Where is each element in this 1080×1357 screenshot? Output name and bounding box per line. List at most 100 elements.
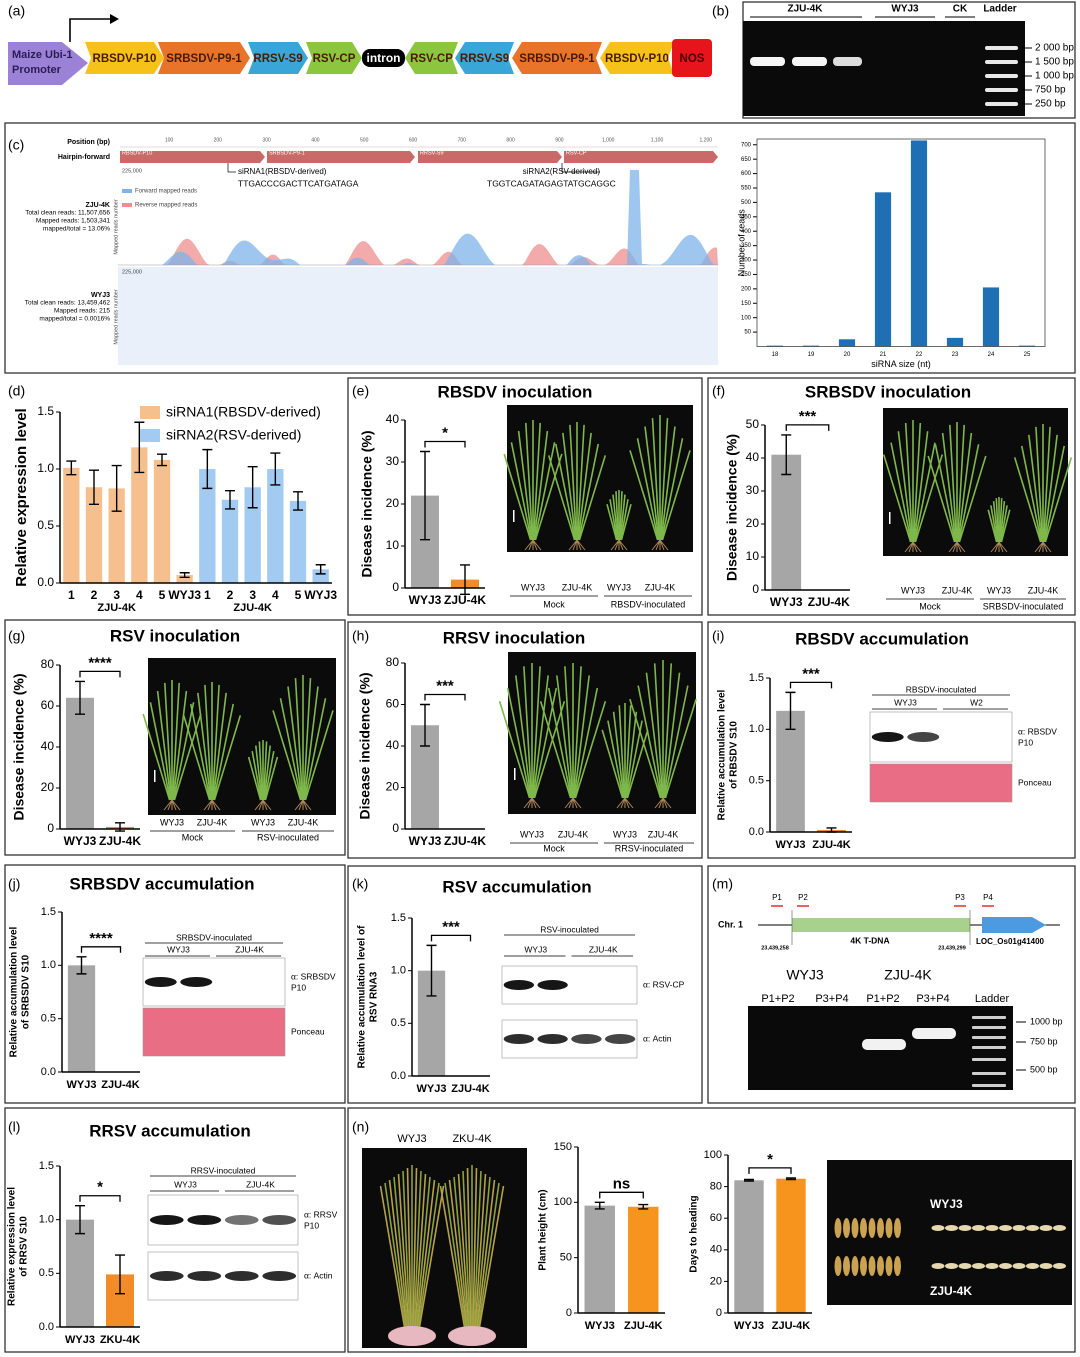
plant-leaf xyxy=(402,1170,411,1331)
plant-leaf xyxy=(523,666,533,799)
plant-root xyxy=(572,797,578,809)
plant-root xyxy=(171,799,181,811)
grain-label: WYJ3 xyxy=(930,1197,963,1211)
scale-bar xyxy=(154,770,156,782)
y-tick-label: 10 xyxy=(746,549,760,563)
plant-leaf xyxy=(303,686,319,801)
plant-leaf xyxy=(379,1185,406,1331)
sample-stat: Mapped reads: 215 xyxy=(54,308,110,315)
error-bar xyxy=(75,680,85,715)
plant-leaf xyxy=(958,444,980,543)
sample-name: WYJ3 xyxy=(91,292,110,299)
x-tick-label: WYJ3 xyxy=(776,839,806,851)
blot-band xyxy=(224,1215,259,1225)
plant-root xyxy=(659,539,669,551)
significance-bracket xyxy=(424,693,466,701)
plant-leaf xyxy=(444,1182,467,1331)
blot-band xyxy=(149,1271,184,1281)
panel-border xyxy=(347,621,703,859)
plant-root xyxy=(568,797,574,809)
plant-leaf xyxy=(533,700,566,799)
position-tick: 800 xyxy=(506,137,515,143)
x-tick-label: ZJU-4K xyxy=(624,1320,663,1332)
plant-leaf xyxy=(578,455,607,541)
plant-root xyxy=(211,799,217,811)
panel-label: (h) xyxy=(352,628,369,644)
plant-root xyxy=(171,799,177,811)
plant-root xyxy=(610,539,620,551)
x-tick-label: 18 xyxy=(772,352,779,358)
sample-label: ZJU-4K xyxy=(648,829,679,839)
y-tick-label: 500 xyxy=(741,200,752,206)
bar xyxy=(776,1178,806,1313)
scale-max: 225,000 xyxy=(122,269,142,275)
segment-label: RBSDV-P10 xyxy=(122,150,152,156)
photo-label: ZKU-4K xyxy=(452,1133,492,1145)
position-tick: 500 xyxy=(360,137,369,143)
error-bar xyxy=(420,450,430,541)
plant-leaf xyxy=(1044,457,1073,543)
error-bar xyxy=(315,564,326,575)
plant-root xyxy=(994,541,1000,553)
plant-root xyxy=(1034,541,1044,553)
sample-name: ZJU-4K xyxy=(85,202,110,209)
grain xyxy=(972,1225,985,1231)
construct-element xyxy=(306,42,362,74)
plant-leaf xyxy=(473,1170,482,1331)
plant-leaf xyxy=(264,751,275,801)
bar xyxy=(289,500,307,583)
sample-label: WYJ3 xyxy=(167,944,190,954)
group-label: Mock xyxy=(543,599,565,609)
plant-leaf xyxy=(212,692,227,801)
panel-label: (i) xyxy=(712,628,724,644)
ladder-band xyxy=(972,1016,1006,1019)
y-axis-label: Disease incidence (%) xyxy=(357,672,373,819)
blot-label: α: SRBSDV xyxy=(291,971,336,981)
panel-border xyxy=(707,865,1076,1104)
position-tick: 1,100 xyxy=(651,137,664,143)
construct-element xyxy=(158,42,250,74)
group-label: Mock xyxy=(543,843,565,853)
x-tick-label: 4 xyxy=(272,588,279,602)
position-tick: 400 xyxy=(311,137,320,143)
panel-label: (b) xyxy=(712,3,729,19)
bar xyxy=(221,499,239,583)
construct-element xyxy=(455,42,514,74)
construct-label: RSV-CP xyxy=(313,53,356,65)
plant-leaf xyxy=(515,675,532,799)
blot-band xyxy=(187,1271,222,1281)
plant-leaf xyxy=(664,698,697,799)
y-tick-label: 1.0 xyxy=(39,1214,54,1226)
y-tick-label: 0 xyxy=(566,1307,572,1319)
panel-border xyxy=(4,864,346,1104)
sample-label: WYJ3 xyxy=(520,829,544,839)
ladder-band xyxy=(972,1026,1006,1029)
coverage-reverse xyxy=(120,238,718,265)
significance-bracket xyxy=(424,440,466,448)
significance-label: *** xyxy=(442,918,460,935)
y-tick-label: 20 xyxy=(41,780,55,794)
sample-label: WYJ3 xyxy=(160,817,184,827)
y-tick-label: 60 xyxy=(386,697,400,711)
error-bar xyxy=(426,944,437,997)
y-axis-label: RSV RNA3 xyxy=(369,971,380,1022)
plant-leaf xyxy=(661,450,691,541)
plant-leaf xyxy=(475,1176,491,1331)
sample-label: ZJU-4K xyxy=(942,585,973,595)
bar xyxy=(584,1205,615,1313)
group-label: SRBSDV-inoculated xyxy=(983,601,1064,611)
plant-root xyxy=(258,799,264,811)
plant-leaf xyxy=(619,494,626,541)
plant-leaf xyxy=(1042,426,1051,543)
plant-leaf xyxy=(957,432,973,543)
x-tick-label: 22 xyxy=(916,352,923,358)
sample-label: ZJU-4K xyxy=(1028,585,1059,595)
bar xyxy=(176,575,193,583)
error-bar xyxy=(785,691,796,731)
sample-label: ZJU-4K xyxy=(288,817,319,827)
plant-leaf xyxy=(1000,509,1011,543)
error-bar xyxy=(781,434,792,476)
significance-label: *** xyxy=(799,408,817,425)
plant-root xyxy=(576,539,586,551)
plant-leaf xyxy=(142,713,171,801)
